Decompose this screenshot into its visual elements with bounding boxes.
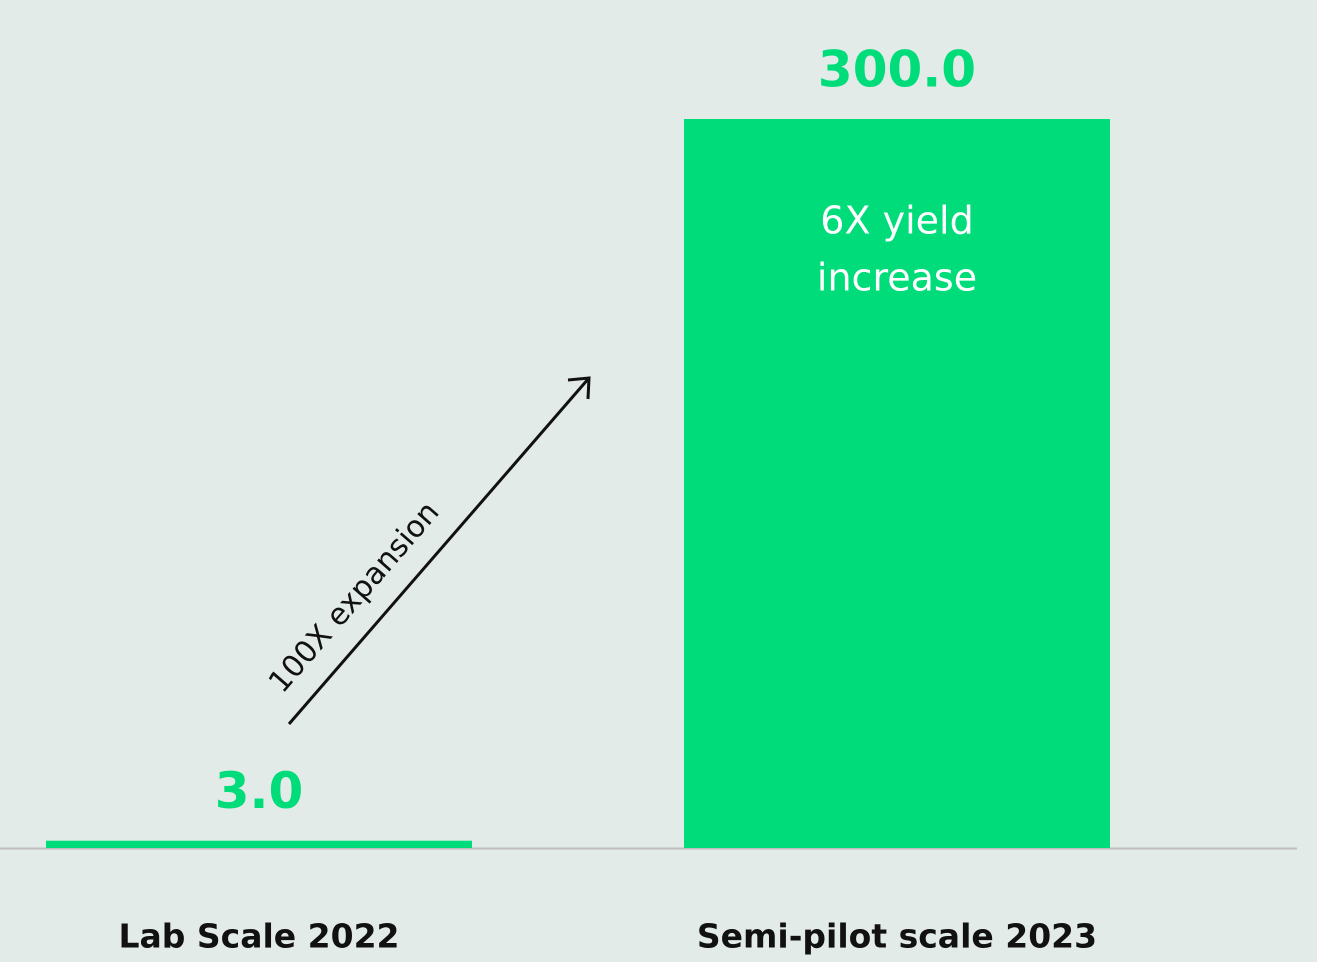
bar-annotation: 6X yield [820, 199, 973, 243]
bar-annotation: increase [817, 256, 977, 300]
value-label: 300.0 [818, 41, 976, 99]
x-tick-label: Semi-pilot scale 2023 [697, 917, 1097, 956]
bar [684, 119, 1110, 848]
value-label: 3.0 [215, 762, 304, 820]
x-tick-label: Lab Scale 2022 [118, 917, 399, 956]
bar [46, 840, 472, 848]
arrow [287, 376, 591, 725]
annotation: 100X expansion [262, 495, 446, 700]
